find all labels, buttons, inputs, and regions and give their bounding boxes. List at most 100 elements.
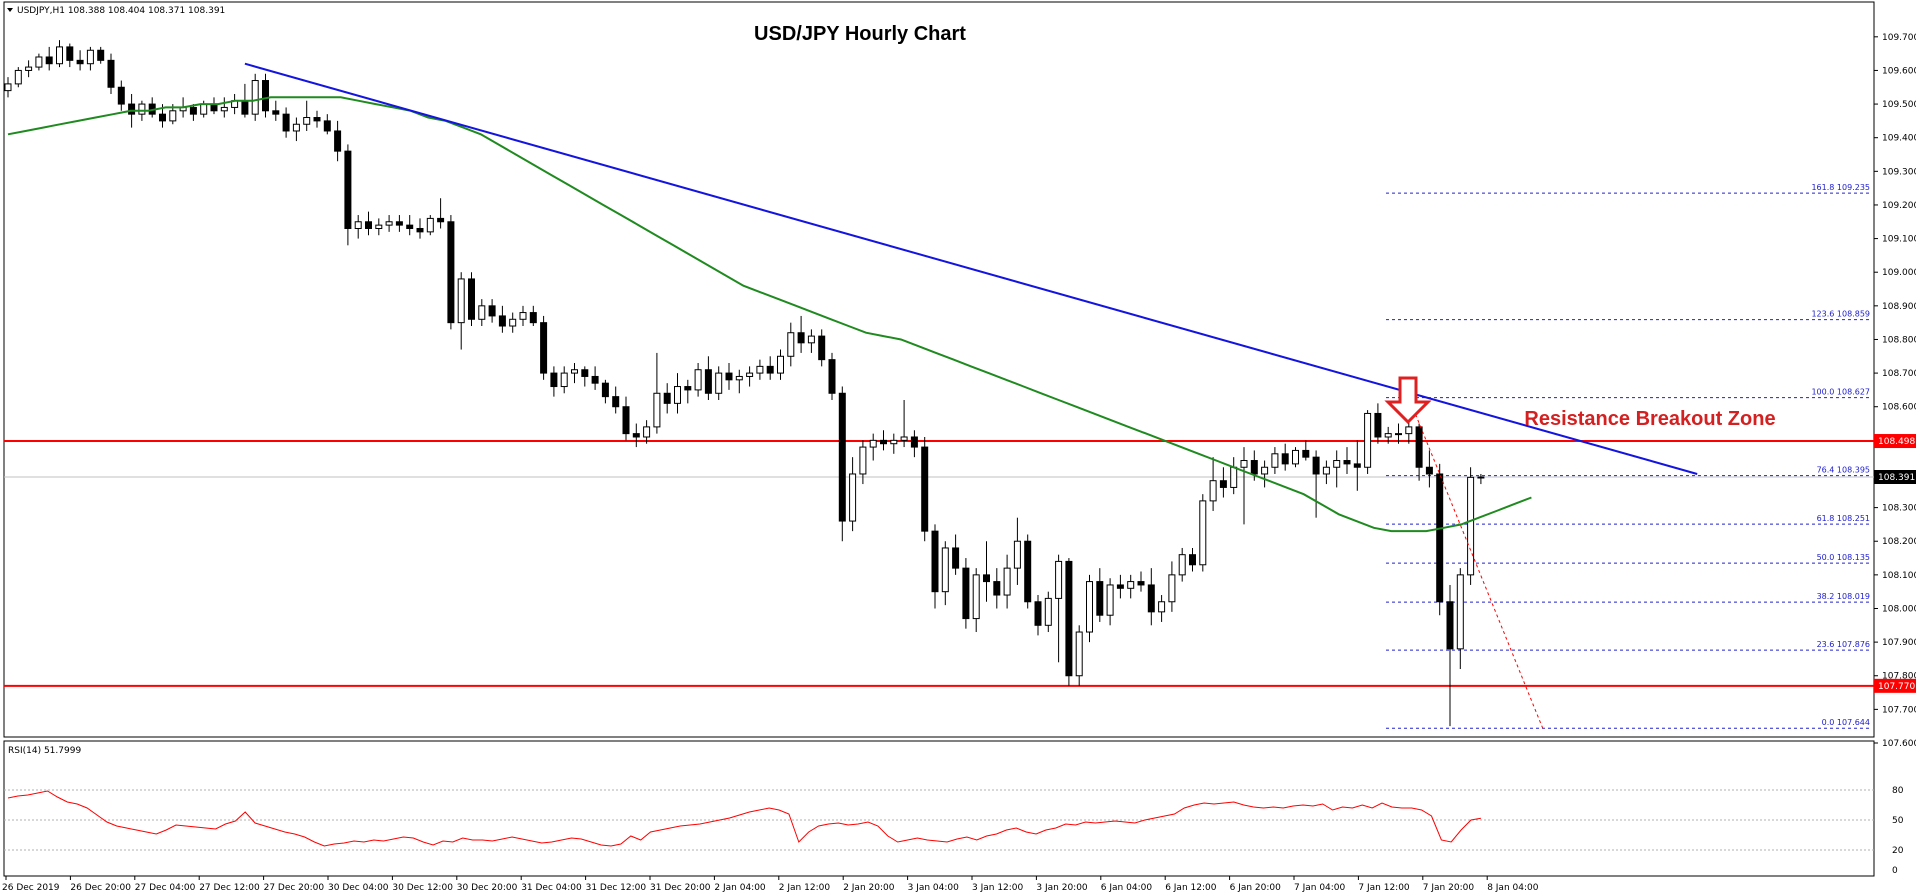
fib-label: 100.0 108.627	[1811, 388, 1870, 397]
price-tick-label: 108.200	[1882, 537, 1916, 547]
bear-candle	[1065, 560, 1073, 677]
candlesticks	[4, 40, 1485, 727]
bear-candle	[488, 305, 496, 317]
bull-candle	[1003, 567, 1011, 596]
price-tick-label: 108.800	[1882, 335, 1916, 345]
bull-candle	[509, 318, 517, 327]
bear-candle	[1425, 466, 1433, 475]
bear-candle	[1137, 581, 1145, 586]
time-tick-label: 31 Dec 04:00	[521, 883, 582, 893]
last-price-tag	[1874, 470, 1916, 485]
price-tick-label: 109.200	[1882, 201, 1916, 211]
bear-candle	[952, 547, 960, 569]
bull-candle	[1333, 460, 1341, 468]
bear-candle	[704, 369, 712, 394]
bull-candle	[890, 439, 898, 445]
bear-candle	[1353, 463, 1361, 468]
bull-candle	[1477, 476, 1485, 479]
bear-candle	[529, 312, 537, 324]
bear-candle	[447, 221, 455, 324]
resistance-price-tag	[1874, 434, 1916, 449]
bear-candle	[1312, 456, 1320, 475]
bear-candle	[498, 315, 506, 327]
bull-candle	[1322, 466, 1330, 475]
bull-candle	[35, 56, 43, 68]
time-tick-label: 27 Dec 04:00	[135, 883, 196, 893]
bull-candle	[900, 436, 908, 441]
bull-candle	[849, 473, 857, 522]
bull-candle	[519, 312, 527, 320]
bear-candle	[189, 106, 197, 115]
bull-candle	[1013, 540, 1021, 569]
bull-candle	[571, 369, 578, 374]
time-tick-label: 8 Jan 04:00	[1487, 883, 1539, 893]
bull-candle	[1271, 453, 1279, 468]
bull-candle	[25, 66, 33, 71]
bear-candle	[601, 382, 609, 398]
bear-candle	[1302, 449, 1310, 458]
bull-candle	[478, 305, 486, 320]
price-tick-label: 108.900	[1882, 302, 1916, 312]
bull-candle	[1395, 433, 1402, 436]
time-tick-label: 2 Jan 04:00	[714, 883, 766, 893]
time-tick-label: 26 Dec 20:00	[70, 883, 131, 893]
resistance-price-label: 108.498	[1878, 437, 1915, 447]
bull-candle	[1467, 476, 1475, 576]
time-tick-label: 30 Dec 20:00	[457, 883, 518, 893]
bull-candle	[251, 80, 259, 115]
bear-candle	[416, 227, 424, 233]
fib-label: 0.0 107.644	[1822, 718, 1870, 727]
bear-candle	[880, 439, 887, 445]
bull-candle	[86, 49, 94, 65]
bear-candle	[632, 433, 640, 438]
price-tick-label: 107.800	[1882, 672, 1916, 682]
bull-candle	[1178, 554, 1186, 576]
bear-candle	[1446, 601, 1454, 650]
time-tick-label: 31 Dec 20:00	[650, 883, 711, 893]
fib-label: 161.8 109.235	[1811, 183, 1870, 192]
bull-candle	[1158, 601, 1166, 613]
bear-candle	[921, 446, 929, 532]
bull-candle	[220, 106, 228, 112]
bull-candle	[200, 103, 208, 115]
rsi-line	[7, 790, 1481, 847]
bull-candle	[56, 46, 63, 65]
bull-candle	[1209, 480, 1217, 502]
bull-candle	[385, 221, 393, 226]
fibonacci-levels: 161.8 109.235 123.6 108.859 100.0 108.627 7…	[1386, 183, 1872, 729]
bear-candle	[272, 110, 280, 115]
bear-candle	[66, 46, 74, 61]
bear-candle	[334, 130, 342, 152]
chart-title: USD/JPY Hourly Chart	[754, 23, 966, 45]
bear-candle	[581, 369, 589, 377]
bull-candle	[715, 372, 723, 394]
time-axis: 26 Dec 2019 26 Dec 20:00 27 Dec 04:00 27 De…	[2, 876, 1539, 893]
trendline	[244, 62, 1698, 729]
bull-candle	[1106, 584, 1114, 616]
last-price-label: 108.391	[1878, 473, 1915, 483]
bear-candle	[797, 332, 805, 344]
bull-candle	[292, 123, 300, 132]
bull-candle	[1075, 631, 1083, 677]
bull-candle	[169, 110, 177, 122]
bear-candle	[1147, 584, 1155, 613]
bull-candle	[1199, 500, 1207, 566]
bull-candle	[354, 221, 362, 229]
bear-candle	[766, 365, 774, 374]
fib-label: 123.6 108.859	[1811, 310, 1870, 319]
bull-candle	[426, 217, 434, 233]
bear-candle	[241, 100, 249, 115]
bear-candle	[1034, 601, 1042, 626]
bull-candle	[694, 369, 702, 391]
time-tick-label: 3 Jan 12:00	[972, 883, 1024, 893]
symbol-header: USDJPY,H1 108.388 108.404 108.371 108.39…	[7, 6, 225, 16]
price-tick-label: 109.700	[1882, 33, 1916, 43]
rsi-tick-label: 20	[1892, 846, 1904, 856]
bear-candle	[910, 436, 918, 448]
bear-candle	[437, 217, 445, 223]
bear-candle	[550, 372, 558, 388]
bear-candle	[818, 335, 826, 361]
bull-candle	[375, 224, 383, 229]
bear-candle	[612, 396, 620, 408]
